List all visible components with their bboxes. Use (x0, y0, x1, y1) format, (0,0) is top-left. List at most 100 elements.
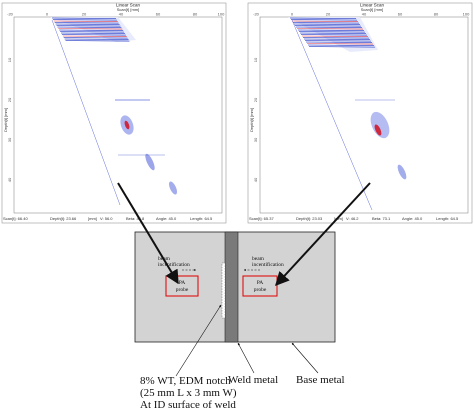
scan-left-left-ticks: 10 20 30 40 (7, 57, 12, 182)
scan-streak (290, 19, 358, 21)
scan-streak (58, 28, 123, 30)
scan-streak (55, 23, 120, 25)
scan-streak (307, 44, 375, 46)
scan-streak (300, 34, 368, 36)
scan-streak (301, 35, 369, 37)
scan-left-tick-top: 0 (46, 12, 49, 17)
scan-right-readout: Depth[t]: 23.03 (296, 216, 323, 221)
scan-right-top-ticks: -20 0 20 40 60 80 100 (253, 12, 470, 17)
scan-right-tick-left: 20 (253, 97, 258, 102)
scan-left-tick-top: 20 (82, 12, 87, 17)
scan-left-readout: Beta: 44.8 (126, 216, 145, 221)
scan-right-tick-left: 10 (253, 57, 258, 62)
scan-left-top-ticks: -20 0 20 40 60 80 100 (7, 12, 225, 17)
beam-label-right-line: incentification (252, 261, 284, 268)
scan-right-readout: V: 46.2 (346, 216, 359, 221)
scan-streak (299, 32, 367, 34)
scan-right-title: Linear Scan (360, 3, 385, 8)
scan-to-probe-right-arrow (275, 182, 371, 287)
scan-left-readout: Scan[t]: 66.40 (3, 216, 28, 221)
notch-caption: 8% WT, EDM notch (140, 375, 231, 387)
scan-right-image (288, 17, 407, 211)
captions: 8% WT, EDM notch (25 mm L x 3 mm W) At I… (140, 374, 345, 411)
scan-right-readout: Scan[t]: 65.37 (249, 216, 274, 221)
scan-right-tick-left: 30 (253, 137, 258, 142)
scan-streak (51, 17, 117, 19)
scan-right-readout: Angle: 45.0 (402, 216, 423, 221)
scan-left-tick-left: 30 (7, 137, 12, 142)
scan-left-readout: Depth[t]: 23.66 (50, 216, 77, 221)
scan-streak (53, 20, 118, 22)
weld-schematic: beam incentification beam incentificatio… (134, 231, 336, 343)
scan-streak (59, 29, 124, 31)
scan-streak (57, 26, 122, 28)
scan-streak (60, 31, 125, 33)
weld-metal-leader-arrow (237, 342, 255, 374)
scan-streak (293, 23, 361, 25)
scan-streak (292, 22, 360, 24)
scan-panel-left: Linear Scan Scan[t] [mm] -20 0 20 40 60 … (1, 3, 227, 224)
scan-left-readout: V: 56.0 (100, 216, 113, 221)
scan-streak (289, 17, 357, 19)
scan-streak (56, 25, 121, 27)
pa-probe-left-label: PA (179, 280, 186, 286)
scan-streak (291, 20, 359, 22)
scan-streak (65, 40, 130, 42)
scan-left-readout: [mm] (88, 216, 97, 221)
scan-left-tick-top: 80 (193, 12, 198, 17)
scan-streak (296, 28, 364, 30)
scan-streak (52, 19, 117, 21)
scan-right-readout: Length: 64.5 (436, 216, 459, 221)
scan-left-tick-top: 100 (218, 12, 225, 17)
scan-left-title: Linear Scan (116, 3, 141, 8)
pa-probe-right: PA probe (242, 275, 278, 297)
scan-streak (304, 40, 372, 42)
weld-metal-caption: Weld metal (228, 374, 278, 386)
base-metal-leader-arrow (291, 342, 319, 374)
scan-left-tick-left: 20 (7, 97, 12, 102)
weld-metal-zone (224, 231, 239, 343)
notch-leader-arrow (175, 304, 222, 377)
scan-left-tick-left: 10 (7, 57, 12, 62)
notch-caption: (25 mm L x 3 mm W) (140, 387, 237, 399)
pa-probe-left: PA probe (165, 275, 199, 297)
scan-left-readout: Angle: 45.0 (156, 216, 177, 221)
pa-probe-right-label: PA (257, 280, 264, 286)
scan-left-readout: Length: 64.5 (190, 216, 213, 221)
scan-streak (62, 35, 127, 37)
scan-streak (303, 38, 371, 40)
scan-streak (60, 32, 126, 34)
scan-left-image (50, 17, 178, 206)
scan-streak (295, 26, 363, 28)
scan-left-tick-left: 40 (7, 177, 12, 182)
scan-streak (308, 46, 376, 48)
scan-right-left-ticks: 10 20 30 40 (253, 57, 258, 182)
scan-streak (298, 31, 366, 33)
beam-label-left-line: incentification (158, 261, 190, 268)
scan-streak (61, 34, 126, 36)
scan-right-tick-top: 100 (463, 12, 470, 17)
beam-label-right: beam incentification (243, 256, 284, 271)
scan-streak (64, 38, 129, 40)
scan-left-tick-top: 60 (156, 12, 161, 17)
scan-right-tick-left: 40 (253, 177, 258, 182)
scan-left-tick-top: 40 (119, 12, 124, 17)
scan-left-tick-top: -20 (7, 12, 14, 17)
beam-label-right-line: beam (252, 256, 265, 262)
scan-right-readout: Beta: 73.1 (372, 216, 391, 221)
scan-left-axis-top: Scan[t] [mm] (117, 7, 139, 12)
scan-streak (54, 22, 119, 24)
scan-right-tick-top: 0 (291, 12, 294, 17)
scan-streak (297, 29, 365, 31)
scan-right-tick-top: 60 (398, 12, 403, 17)
scan-right-axis-top: Scan[t] [mm] (361, 7, 383, 12)
scan-right-tick-top: 80 (434, 12, 439, 17)
scan-left-axis-left: Depth[t] [mm] (3, 108, 8, 132)
pa-probe-right-label: probe (254, 287, 267, 293)
scan-right-axis-left: Depth[t] [mm] (249, 108, 254, 132)
notch-caption: At ID surface of weld (140, 399, 236, 411)
scan-streak (294, 25, 362, 27)
pa-probe-left-label: probe (176, 287, 189, 293)
base-metal-caption: Base metal (296, 374, 345, 386)
